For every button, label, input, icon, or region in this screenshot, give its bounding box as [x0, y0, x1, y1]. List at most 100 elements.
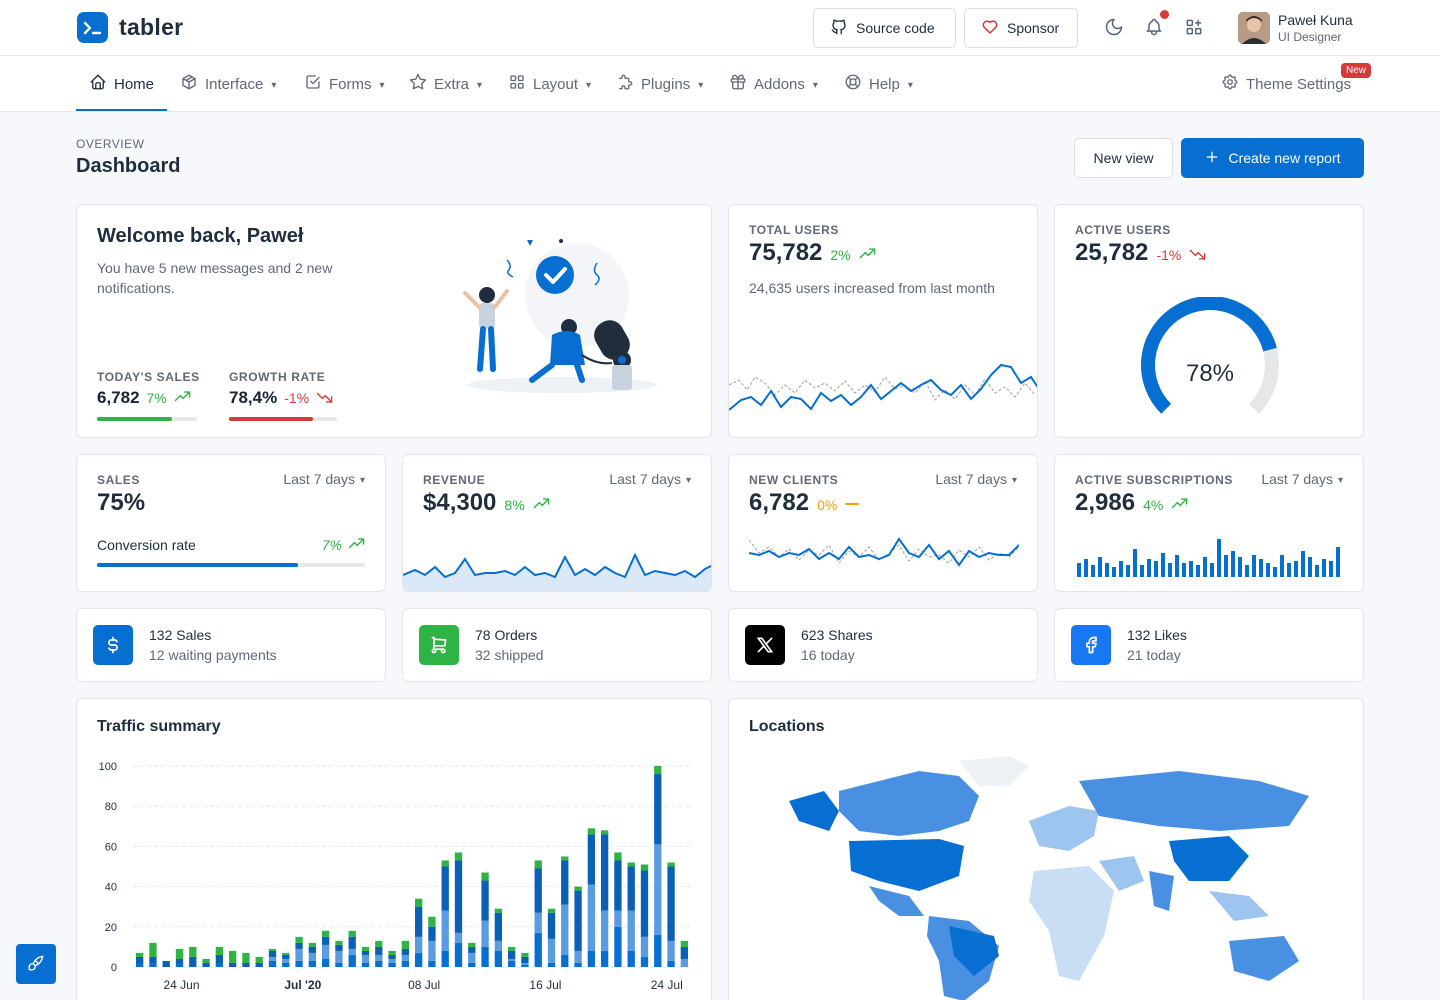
sales-stat-card: 132 Sales 12 waiting payments [76, 608, 386, 682]
user-name[interactable]: Paweł Kuna [1278, 12, 1353, 28]
orders-stat-subtitle: 32 shipped [475, 647, 544, 663]
nav-item-interface[interactable]: Interface ▾ [180, 56, 276, 112]
new-view-button[interactable]: New view [1074, 138, 1173, 178]
nav-item-help[interactable]: Help ▾ [844, 56, 913, 112]
nav-item-addons[interactable]: Addons ▾ [729, 56, 818, 112]
traffic-bar-segment [547, 962, 556, 967]
settings-icon [1221, 73, 1239, 95]
y-tick-label: 60 [105, 841, 117, 853]
source-code-button[interactable]: Source code [813, 8, 956, 48]
map-region-greenland [959, 756, 1029, 786]
map-region-africa [1029, 866, 1114, 981]
trending-up-icon [348, 537, 365, 553]
notification-dot [1160, 10, 1169, 19]
nav-item-forms[interactable]: Forms ▾ [304, 56, 385, 112]
logo[interactable]: tabler [77, 12, 183, 43]
theme-settings-button[interactable]: Theme Settings [1221, 56, 1351, 112]
nav-item-extra[interactable]: Extra ▾ [409, 56, 482, 112]
sales-card: SALES Last 7 days ▾ 75% Conversion rate 7… [76, 454, 386, 592]
traffic-bar-segment [335, 940, 343, 945]
traffic-bar-segment [667, 940, 675, 961]
x-twitter-icon [745, 625, 785, 665]
todays-sales-row: 6,782 7% [97, 388, 191, 408]
puzzle-icon [616, 73, 634, 95]
nav-label-extra: Extra [434, 75, 470, 93]
traffic-bar-segment [600, 910, 609, 951]
traffic-bar-segment [454, 852, 463, 861]
growth-rate-label: GROWTH RATE [229, 370, 326, 384]
create-report-button[interactable]: Create new report [1181, 138, 1364, 178]
chevron-down-icon: ▾ [586, 79, 592, 91]
nav-item-layout[interactable]: Layout ▾ [508, 56, 591, 112]
traffic-bar-segment [149, 956, 157, 963]
page-title: Dashboard [76, 155, 181, 177]
dark-mode-toggle[interactable] [1102, 16, 1126, 40]
notifications-button[interactable] [1142, 10, 1169, 40]
shares-stat-subtitle: 16 today [801, 647, 855, 663]
gauge-value: 78% [1186, 360, 1234, 387]
traffic-bar-segment [574, 950, 582, 963]
traffic-bar-segment [587, 828, 596, 835]
subscriptions-row: 2,986 4% [1075, 489, 1188, 517]
active-tab-indicator [76, 109, 167, 111]
active-users-row: 25,782 -1% [1075, 239, 1206, 267]
sales-period-dropdown[interactable]: Last 7 days ▾ [283, 471, 365, 487]
traffic-bar-segment [414, 936, 423, 953]
traffic-bar-segment [494, 912, 503, 941]
apps-button[interactable] [1182, 16, 1206, 40]
avatar[interactable] [1238, 12, 1270, 44]
revenue-period-dropdown[interactable]: Last 7 days ▾ [609, 471, 691, 487]
traffic-bar-segment [268, 950, 277, 957]
layout-grid-icon [508, 73, 526, 95]
sponsor-button[interactable]: Sponsor [964, 8, 1078, 48]
traffic-bar-segment [268, 956, 277, 961]
chevron-down-icon: ▾ [907, 79, 913, 91]
conversion-rate-change: 7% [321, 537, 342, 553]
traffic-bar-segment [162, 960, 170, 967]
traffic-bar-segment [521, 952, 529, 957]
new-clients-period-label: Last 7 days [935, 471, 1007, 487]
sales-stat-title: 132 Sales [149, 627, 212, 643]
brush-icon [27, 954, 45, 975]
traffic-summary-title: Traffic summary [97, 718, 221, 735]
home-icon [89, 73, 107, 95]
sales-stat-subtitle: 12 waiting payments [149, 647, 277, 663]
traffic-bar-segment [388, 950, 396, 955]
traffic-bar-segment [189, 946, 197, 957]
traffic-bar-segment [414, 906, 423, 937]
traffic-bar-segment [348, 948, 356, 955]
github-icon [830, 18, 848, 39]
traffic-bar-segment [375, 954, 383, 961]
traffic-bar-segment [149, 962, 157, 967]
subscriptions-period-dropdown[interactable]: Last 7 days ▾ [1261, 471, 1343, 487]
traffic-bar-segment [175, 962, 184, 967]
traffic-bar-segment [521, 956, 529, 963]
traffic-bar-segment [521, 964, 529, 967]
nav-item-plugins[interactable]: Plugins ▾ [616, 56, 703, 112]
traffic-bar-segment [321, 930, 330, 937]
orders-stat-card: 78 Orders 32 shipped [402, 608, 712, 682]
nav-label-forms: Forms [329, 75, 372, 93]
x-tick-label: 16 Jul [529, 978, 561, 992]
orders-stat-title: 78 Orders [475, 627, 538, 643]
theme-settings-label: Theme Settings [1246, 75, 1352, 93]
traffic-bar-segment [228, 950, 237, 963]
theme-customizer-button[interactable] [16, 944, 56, 984]
map-region-southeast-asia [1209, 891, 1269, 921]
traffic-bar-segment [534, 912, 542, 933]
traffic-bar-segment [481, 872, 489, 881]
source-code-label: Source code [856, 20, 935, 36]
traffic-bar-segment [481, 920, 489, 947]
total-users-card: TOTAL USERS 75,782 2% 24,635 users incre… [728, 204, 1038, 438]
revenue-change: 8% [504, 497, 525, 513]
traffic-bar-segment [481, 880, 489, 921]
nav-item-home[interactable]: Home [89, 56, 154, 112]
revenue-area-chart [403, 552, 711, 591]
traffic-bar-segment [654, 766, 662, 775]
traffic-bar-segment [388, 962, 396, 967]
new-clients-period-dropdown[interactable]: Last 7 days ▾ [935, 471, 1017, 487]
trending-down-icon [316, 390, 333, 406]
active-users-label: ACTIVE USERS [1075, 223, 1171, 237]
traffic-bar-segment [561, 954, 569, 967]
traffic-bar-segment [561, 904, 569, 955]
